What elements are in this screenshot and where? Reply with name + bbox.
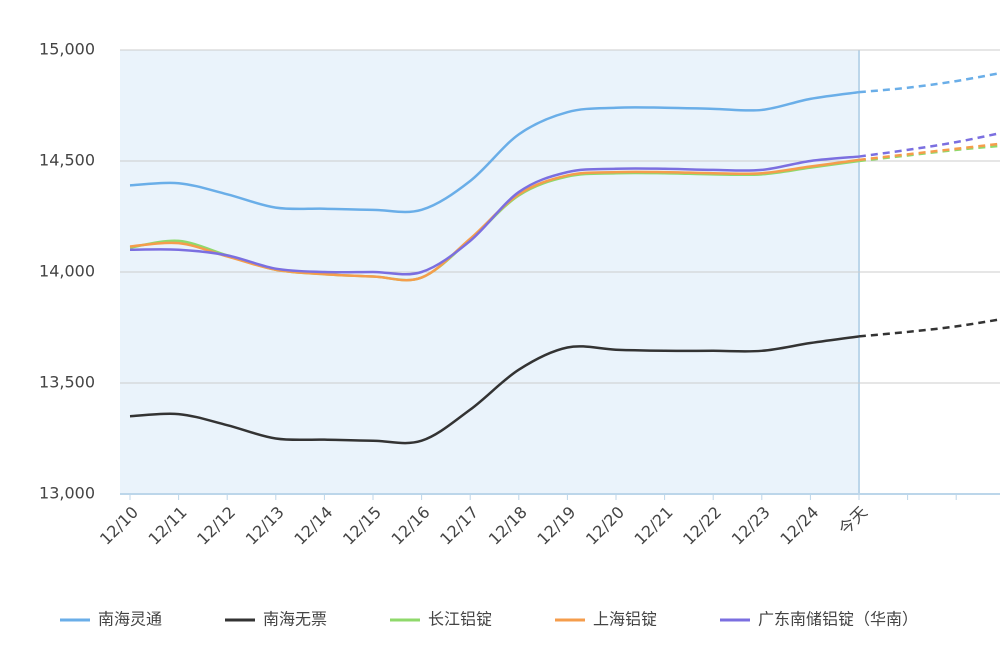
legend-label: 广东南储铝锭（华南） <box>758 610 918 629</box>
series-line <box>858 71 1000 94</box>
x-tick-label: 12/13 <box>242 503 288 549</box>
series-line <box>858 131 1000 158</box>
series-line <box>858 144 1000 163</box>
x-tick-label: 12/14 <box>290 503 336 549</box>
legend-label: 长江铝锭 <box>428 610 492 629</box>
x-tick-label: 12/23 <box>728 503 774 549</box>
y-tick-label: 14,500 <box>39 151 95 170</box>
series-line <box>129 335 860 445</box>
series-line <box>858 318 1000 338</box>
x-tick-label: 12/11 <box>145 503 191 549</box>
y-tick-label: 14,000 <box>39 262 95 281</box>
y-tick-label: 13,500 <box>39 373 95 392</box>
x-tick-label: 12/16 <box>388 503 434 549</box>
x-tick-label: 今天 <box>835 503 871 539</box>
legend-label: 上海铝锭 <box>593 610 657 629</box>
x-tick-label: 12/17 <box>436 503 482 549</box>
x-tick-label: 12/12 <box>193 503 239 549</box>
x-tick-label: 12/10 <box>96 503 142 549</box>
legend-label: 南海灵通 <box>98 610 162 629</box>
series-line <box>129 90 860 214</box>
x-tick-label: 12/20 <box>582 503 628 549</box>
series-line <box>129 155 860 276</box>
y-tick-label: 15,000 <box>39 40 95 59</box>
x-tick-label: 12/21 <box>631 503 677 549</box>
y-tick-label: 13,000 <box>39 484 95 503</box>
x-tick-label: 12/22 <box>679 503 725 549</box>
x-tick-label: 12/15 <box>339 503 385 549</box>
x-tick-label: 12/19 <box>533 503 579 549</box>
series-line <box>858 142 1000 162</box>
legend-label: 南海无票 <box>263 610 327 629</box>
x-tick-label: 12/18 <box>485 503 531 549</box>
x-tick-label: 12/24 <box>776 503 822 549</box>
